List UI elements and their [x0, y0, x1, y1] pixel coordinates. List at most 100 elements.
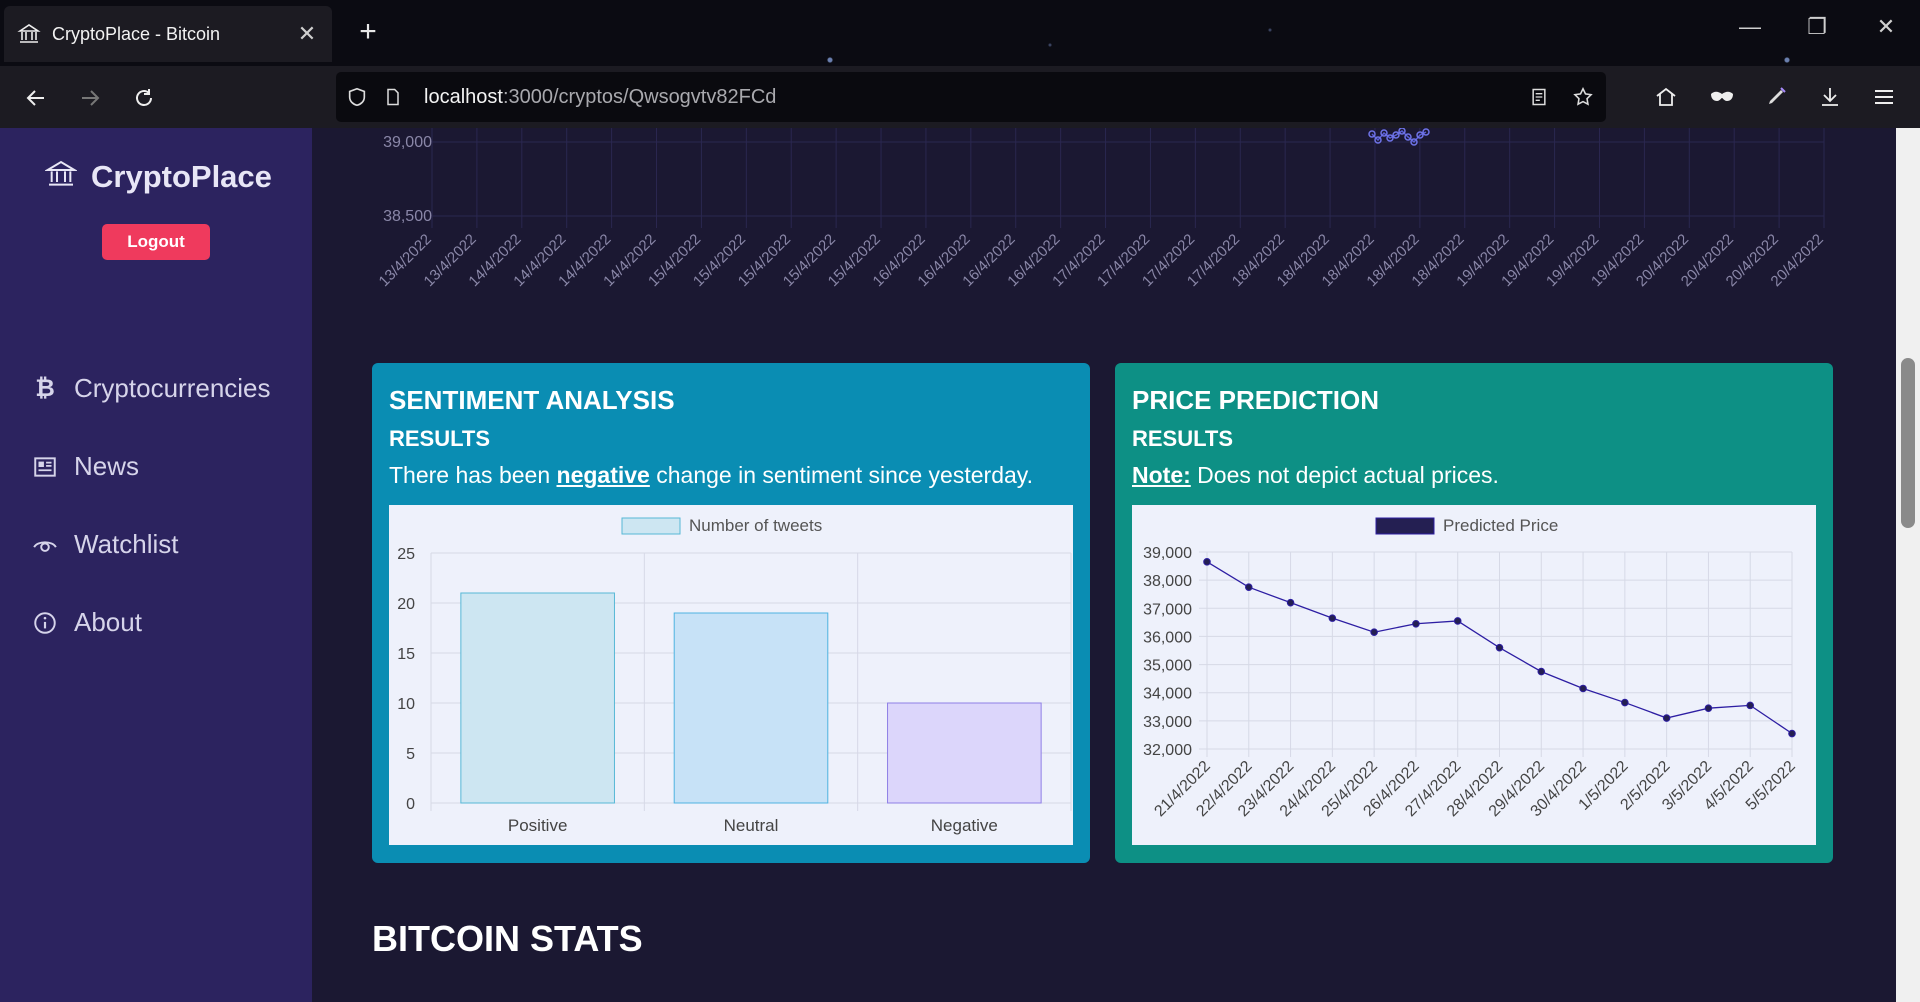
y-tick-label: 39,000 — [383, 134, 432, 151]
brand[interactable]: CryptoPlace — [44, 158, 272, 195]
data-point — [1495, 643, 1504, 652]
logout-button[interactable]: Logout — [102, 224, 210, 260]
data-point — [1746, 701, 1755, 710]
forward-icon[interactable] — [73, 81, 107, 115]
restore-icon[interactable]: ❐ — [1807, 14, 1827, 39]
sentiment-text-after: change in sentiment since yesterday. — [649, 462, 1033, 488]
y-tick-label: 38,500 — [383, 208, 432, 225]
back-icon[interactable] — [19, 81, 53, 115]
prediction-note-label: Note: — [1132, 462, 1191, 488]
y-tick-label: 36,000 — [1143, 629, 1192, 646]
prediction-title: PRICE PREDICTION — [1132, 385, 1380, 415]
bitcoin-icon: ₿ — [35, 374, 55, 402]
y-tick-label: 38,000 — [1143, 573, 1192, 590]
sentiment-card: SENTIMENT ANALYSIS RESULTS There has bee… — [372, 363, 1090, 863]
new-tab-button[interactable]: + — [359, 15, 377, 48]
price-history-chart-svg: 13/4/202213/4/202214/4/202214/4/202214/4… — [376, 128, 1827, 290]
sidebar-item-news[interactable]: News — [30, 451, 139, 482]
url-text[interactable]: localhost:3000/cryptos/Qwsogvtv82FCd — [424, 86, 776, 109]
shield-icon[interactable] — [342, 82, 372, 112]
price-point — [1410, 138, 1418, 146]
data-point — [1203, 558, 1211, 566]
downloads-icon[interactable] — [1813, 80, 1847, 114]
close-window-icon[interactable]: ✕ — [1876, 14, 1896, 39]
data-point — [1244, 583, 1253, 591]
scrollbar-thumb[interactable] — [1901, 358, 1915, 528]
data-point — [1537, 667, 1546, 676]
address-bar[interactable]: localhost:3000/cryptos/Qwsogvtv82FCd — [336, 72, 1606, 122]
home-icon[interactable] — [1649, 80, 1683, 114]
sentiment-bar-chart-svg: Number of tweets 0 5 10 15 20 25 Positive Neutra… — [397, 516, 1072, 835]
prediction-note: Note: Does not depict actual prices. — [1132, 462, 1816, 489]
data-point — [1328, 614, 1337, 622]
browser-tab[interactable]: CryptoPlace - Bitcoin ✕ — [4, 6, 332, 62]
y-tick-label: 0 — [406, 796, 415, 813]
x-tick-label: Neutral — [724, 816, 779, 835]
data-point — [1621, 698, 1629, 707]
url-host: localhost — [424, 85, 503, 108]
sentiment-text: There has been negative change in sentim… — [389, 462, 1073, 489]
stats-title: BITCOIN STATS — [372, 918, 643, 959]
price-point — [1398, 128, 1406, 135]
private-mask-icon[interactable] — [1705, 80, 1739, 114]
prediction-line-chart-svg: Predicted Price 32,000 33,000 34,000 35,000 3… — [1143, 516, 1799, 820]
page-content: CryptoPlace Logout ₿ Cryptocurrencies Ne… — [0, 128, 1896, 1002]
prediction-subtitle: RESULTS — [1132, 426, 1234, 451]
price-point — [1374, 136, 1382, 144]
data-point — [1453, 617, 1462, 625]
bar — [887, 702, 1042, 804]
bar — [460, 592, 615, 804]
eye-icon — [30, 530, 60, 560]
data-point — [1579, 684, 1587, 693]
sidebar-item-about[interactable]: About — [30, 607, 142, 638]
x-tick-label: Negative — [931, 816, 998, 835]
reload-icon[interactable] — [127, 81, 161, 115]
sidebar-item-label: Watchlist — [74, 529, 179, 559]
bank-icon — [16, 21, 42, 47]
close-tab-icon[interactable]: ✕ — [297, 21, 317, 46]
y-tick-label: 25 — [397, 546, 415, 563]
browser-nav-bar: localhost:3000/cryptos/Qwsogvtv82FCd — [0, 66, 1920, 128]
price-point — [1422, 128, 1430, 136]
y-tick-label: 34,000 — [1143, 686, 1192, 703]
customize-pen-icon[interactable] — [1759, 80, 1793, 114]
data-point — [1704, 704, 1713, 712]
y-tick-label: 5 — [406, 746, 415, 763]
bank-logo-icon — [44, 158, 78, 195]
legend-label: Number of tweets — [689, 516, 822, 535]
data-point — [1286, 598, 1295, 607]
page-scrollbar[interactable] — [1896, 128, 1920, 1002]
data-point — [1370, 628, 1378, 637]
page-icon — [378, 82, 408, 112]
sidebar-item-cryptocurrencies[interactable]: ₿ Cryptocurrencies — [30, 373, 271, 404]
reader-view-icon[interactable] — [1522, 80, 1556, 114]
sentiment-subtitle: RESULTS — [389, 426, 491, 451]
prediction-chart: Predicted Price 32,000 33,000 34,000 35,000 3… — [1132, 505, 1816, 845]
browser-tab-bar: CryptoPlace - Bitcoin ✕ + — ❐ ✕ — [0, 0, 1920, 66]
brand-name: CryptoPlace — [91, 158, 272, 194]
sentiment-title: SENTIMENT ANALYSIS — [389, 385, 675, 415]
sidebar-item-watchlist[interactable]: Watchlist — [30, 529, 179, 560]
y-tick-label: 32,000 — [1143, 742, 1192, 759]
price-point — [1380, 129, 1388, 137]
minimize-icon[interactable]: — — [1739, 14, 1761, 39]
y-tick-label: 33,000 — [1143, 714, 1192, 731]
price-point — [1416, 131, 1424, 139]
bookmark-star-icon[interactable] — [1566, 80, 1600, 114]
y-tick-label: 39,000 — [1143, 545, 1192, 562]
sidebar-item-label: Cryptocurrencies — [74, 373, 271, 403]
price-point — [1386, 134, 1394, 142]
y-tick-label: 35,000 — [1143, 658, 1192, 675]
y-tick-label: 20 — [397, 596, 415, 613]
menu-hamburger-icon[interactable] — [1867, 80, 1901, 114]
legend-swatch — [1375, 517, 1435, 535]
url-path: :3000/cryptos/Qwsogvtv82FCd — [502, 85, 777, 108]
tab-title: CryptoPlace - Bitcoin — [52, 23, 221, 44]
legend-swatch — [621, 517, 681, 535]
y-tick-label: 10 — [397, 696, 415, 713]
main-content: 13/4/2022 13/4/2022 14/4/2022 14/4/2022 14/4… — [312, 128, 1896, 1002]
info-icon — [30, 608, 60, 638]
prediction-card: PRICE PREDICTION RESULTS Note: Does not … — [1115, 363, 1833, 863]
sentiment-text-before: There has been — [389, 462, 557, 488]
sentiment-emphasis: negative — [556, 462, 650, 488]
